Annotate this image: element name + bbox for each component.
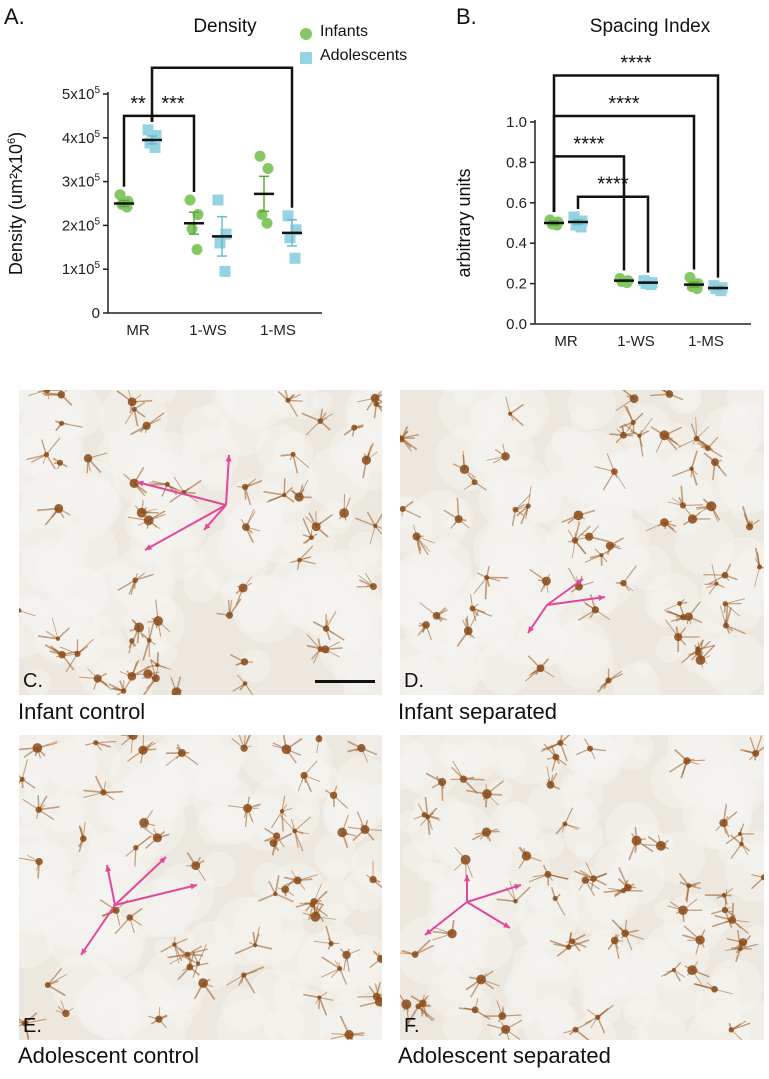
significance-bracket	[552, 74, 720, 278]
data-point-adolescents	[212, 194, 224, 206]
data-point-adolescents	[715, 285, 727, 297]
significance-label: ****	[597, 174, 628, 196]
y-tick-label: 5x105	[62, 85, 101, 103]
data-point-infants	[684, 272, 696, 284]
data-point-infants	[186, 223, 198, 235]
legend-label-adolescents: Adolescents	[320, 47, 408, 64]
x-tick-label: MR	[126, 322, 149, 339]
panel-letter-e: E.	[23, 1015, 42, 1037]
significance-bracket	[576, 195, 650, 273]
significance-label: ***	[161, 93, 185, 115]
data-point-adolescents	[289, 252, 301, 264]
y-tick-label: 0.2	[506, 276, 527, 293]
data-point-infants	[184, 194, 196, 206]
y-axis-label: arbitrary units	[455, 168, 474, 277]
y-tick-label: 0	[92, 305, 100, 322]
y-tick-label: 0.8	[506, 154, 527, 171]
data-point-adolescents	[149, 141, 161, 153]
micrograph-infant-control: C.	[19, 390, 382, 695]
x-tick-label: 1-MS	[688, 333, 724, 350]
square-marker-icon	[300, 52, 312, 64]
panel-letter-c: C.	[23, 670, 43, 692]
x-tick-label: 1-MS	[260, 322, 296, 339]
data-point-adolescents	[645, 279, 657, 291]
micrograph-adolescent-control: E.	[19, 735, 382, 1040]
spacing-index-chart: 0.0 0.2 0.4 0.6 0.8 1.0 MR 1-WS 1-MS arbitrary un…	[455, 53, 751, 350]
data-point-adolescents	[220, 228, 232, 240]
significance-label: ***	[210, 60, 234, 67]
x-tick-label: MR	[554, 333, 577, 350]
y-tick-label: 2x105	[62, 216, 101, 234]
panel-letter-f: F.	[404, 1015, 420, 1037]
y-tick-label: 0.4	[506, 235, 527, 252]
data-point-infants	[262, 162, 274, 174]
x-tick-label: 1-WS	[189, 322, 227, 339]
chart-b-title: Spacing Index	[589, 16, 711, 37]
caption-adolescent-control: Adolescent control	[18, 1043, 199, 1068]
panel-letter-b: B.	[456, 4, 477, 29]
data-point-infants	[254, 150, 266, 162]
significance-label: ****	[608, 93, 639, 115]
data-point-adolescents	[575, 221, 587, 233]
arrows-icon	[527, 578, 606, 634]
caption-infant-separated: Infant separated	[398, 699, 558, 724]
density-chart: 0 1x105 2x105 3x105 4x105 5x105 MR 1-WS 1-MS Dens…	[6, 60, 322, 339]
significance-label: **	[130, 93, 146, 115]
data-point-adolescents	[219, 265, 231, 277]
y-tick-label: 1x105	[62, 260, 101, 278]
arrows-icon	[80, 856, 198, 956]
significance-label: ****	[620, 53, 651, 75]
panel-letter-a: A.	[4, 4, 25, 29]
panel-letter-d: D.	[404, 670, 424, 692]
caption-adolescent-separated: Adolescent separated	[398, 1043, 611, 1068]
data-point-adolescents	[284, 232, 296, 244]
scale-bar	[315, 680, 375, 683]
data-point-adolescents	[142, 124, 154, 136]
data-point-infants	[114, 189, 126, 201]
data-point-infants	[191, 243, 203, 255]
y-tick-label: 0.6	[506, 195, 527, 212]
y-tick-label: 3x105	[62, 173, 101, 191]
significance-bracket	[150, 66, 294, 208]
arrows-icon	[424, 875, 522, 936]
data-point-infants	[621, 277, 633, 289]
x-tick-label: 1-WS	[617, 333, 655, 350]
legend-label-infants: Infants	[320, 23, 369, 40]
y-tick-label: 1.0	[506, 114, 527, 131]
data-point-adolescents	[568, 211, 580, 223]
circle-marker-icon	[300, 28, 312, 40]
y-tick-label: 0.0	[506, 316, 527, 333]
data-point-adolescents	[214, 237, 226, 249]
chart-a-title: Density	[193, 16, 257, 37]
data-point-adolescents	[290, 224, 302, 236]
y-axis-label: Density (um²x106)	[6, 132, 26, 275]
significance-label: ****	[573, 133, 604, 155]
data-point-infants	[261, 217, 273, 229]
micrograph-adolescent-separated: F.	[400, 735, 764, 1040]
caption-infant-control: Infant control	[18, 699, 146, 724]
micrograph-infant-separated: D.	[400, 390, 764, 695]
significance-bracket	[150, 114, 196, 192]
arrows-icon	[136, 454, 232, 551]
y-tick-label: 4x105	[62, 129, 101, 147]
data-point-adolescents	[282, 210, 294, 222]
